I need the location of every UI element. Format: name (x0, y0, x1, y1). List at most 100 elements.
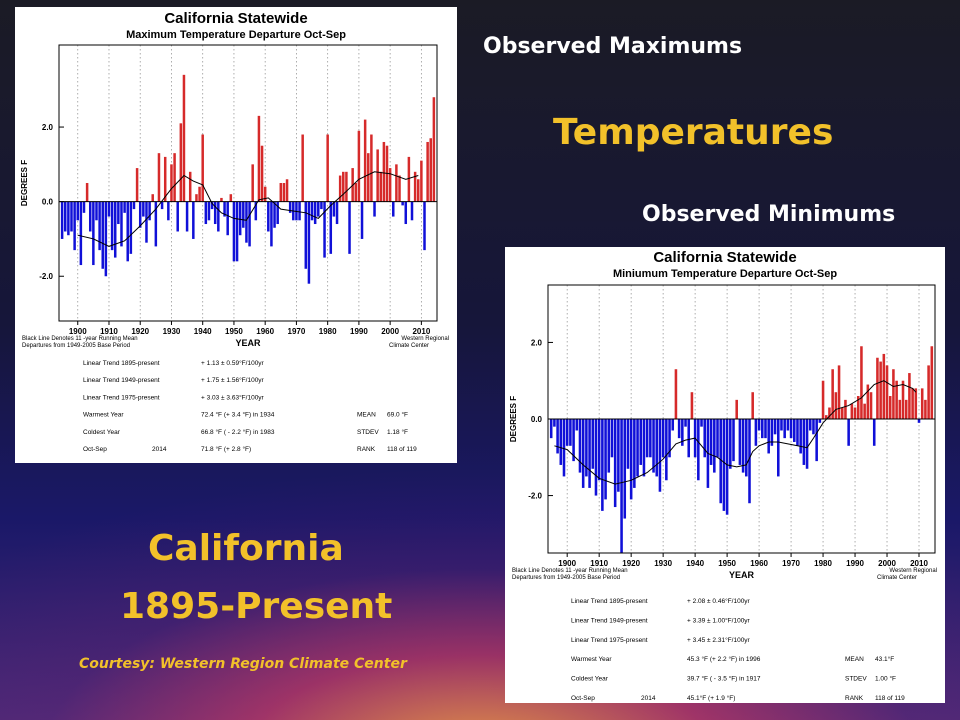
bar-1941 (697, 419, 700, 481)
bar-1967 (285, 179, 289, 202)
bar-1900 (76, 201, 79, 221)
slide-title: Temperatures (553, 112, 834, 153)
bar-1932 (176, 201, 179, 232)
stat-extra-label: STDEV (357, 429, 379, 436)
x-tick-label: 1920 (622, 559, 640, 568)
bar-1917 (129, 201, 133, 254)
bar-1969 (786, 419, 790, 431)
bar-1948 (719, 419, 722, 504)
bar-1955 (741, 419, 745, 473)
x-tick-label: 1970 (288, 327, 306, 336)
bar-1936 (681, 419, 684, 446)
bar-1896 (63, 201, 67, 232)
stat-extra-label: MEAN (357, 412, 376, 419)
bar-1968 (288, 201, 292, 213)
bar-1964 (770, 419, 774, 446)
bar-1957 (254, 201, 258, 221)
bar-1915 (613, 419, 617, 508)
bar-1948 (226, 201, 229, 236)
bar-2003 (398, 175, 401, 202)
bar-1913 (607, 419, 611, 473)
stat-extra-value: 1.18 °F (387, 428, 408, 436)
stat-value: + 2.08 ± 0.46°F/100yr (687, 597, 751, 605)
stat-value: 72.4 °F (+ 3.4 °F) in 1934 (201, 411, 275, 419)
bar-1908 (591, 419, 595, 469)
bar-1902 (572, 419, 575, 462)
bar-1941 (204, 201, 208, 225)
running-mean-line (77, 171, 419, 247)
bar-1925 (154, 201, 158, 247)
bar-1965 (279, 183, 283, 202)
x-tick-label: 1980 (319, 327, 337, 336)
chart-title: California Statewide (164, 10, 307, 27)
bar-1914 (120, 201, 123, 247)
base-period-note: Departures from 1949-2005 Base Period (512, 575, 620, 581)
bar-1971 (792, 419, 796, 442)
bar-1981 (824, 415, 828, 419)
x-tick-label: 1930 (654, 559, 672, 568)
bar-1976 (808, 419, 812, 431)
stat-label: Linear Trend 1895-present (83, 360, 160, 367)
bar-1924 (151, 194, 154, 202)
bar-1962 (270, 201, 273, 247)
bar-1924 (642, 419, 646, 477)
max-temperature-chart: California Statewide Maximum Temperature … (20, 10, 449, 453)
bar-1966 (282, 183, 286, 202)
x-tick-label: 2010 (910, 559, 928, 568)
observed-maximums-label: Observed Maximums (483, 34, 743, 59)
bar-1963 (767, 419, 770, 454)
stat-year: 2014 (641, 695, 656, 702)
bar-1982 (332, 201, 336, 217)
bar-1975 (310, 201, 314, 221)
bar-1930 (661, 419, 665, 458)
bar-2013 (429, 138, 433, 202)
y-tick-label: 0.0 (531, 415, 543, 424)
bar-1954 (245, 201, 248, 243)
source-label: Western Regional (401, 336, 449, 342)
y-tick-label: -2.0 (528, 492, 542, 501)
bar-1918 (623, 419, 627, 519)
y-axis-label: DEGREES F (509, 396, 518, 442)
bar-1980 (326, 134, 329, 202)
bar-1997 (876, 357, 879, 419)
x-tick-label: 1950 (225, 327, 243, 336)
region-label: California (148, 528, 344, 569)
bar-1914 (610, 419, 614, 458)
bar-1981 (329, 201, 333, 254)
x-tick-label: 1910 (100, 327, 118, 336)
source-label: Climate Center (389, 343, 429, 349)
bar-1971 (298, 201, 301, 221)
bar-1991 (360, 201, 364, 239)
bar-1949 (722, 419, 726, 511)
bar-1926 (157, 153, 161, 202)
bar-1975 (805, 419, 809, 469)
bar-1974 (307, 201, 311, 284)
bar-1937 (684, 419, 687, 427)
bar-1936 (188, 171, 192, 202)
bar-2008 (413, 171, 417, 202)
bar-1943 (703, 419, 706, 458)
bar-1946 (220, 197, 223, 202)
bar-1984 (834, 392, 838, 419)
x-tick-label: 1980 (814, 559, 832, 568)
bar-1909 (594, 419, 598, 496)
bar-1905 (581, 419, 585, 488)
x-tick-label: 1960 (256, 327, 274, 336)
bar-2012 (426, 141, 429, 202)
bar-1942 (207, 201, 211, 221)
bar-1959 (754, 419, 758, 446)
min-temperature-chart: California Statewide Miniumum Temperature… (509, 249, 937, 702)
bar-1918 (132, 201, 136, 210)
bar-2002 (892, 369, 895, 419)
max-temperature-chart-panel: California Statewide Maximum Temperature … (15, 7, 457, 463)
stat-label: Linear Trend 1949-present (83, 377, 160, 384)
bar-1946 (713, 419, 716, 473)
bar-1965 (773, 419, 777, 435)
stat-label: Coldest Year (571, 676, 609, 683)
bar-1901 (79, 201, 83, 266)
x-tick-label: 1970 (782, 559, 800, 568)
bar-1927 (652, 419, 655, 473)
chart-subtitle: Miniumum Temperature Departure Oct-Sep (613, 268, 837, 280)
x-tick-label: 1990 (846, 559, 864, 568)
bar-1897 (67, 201, 70, 236)
